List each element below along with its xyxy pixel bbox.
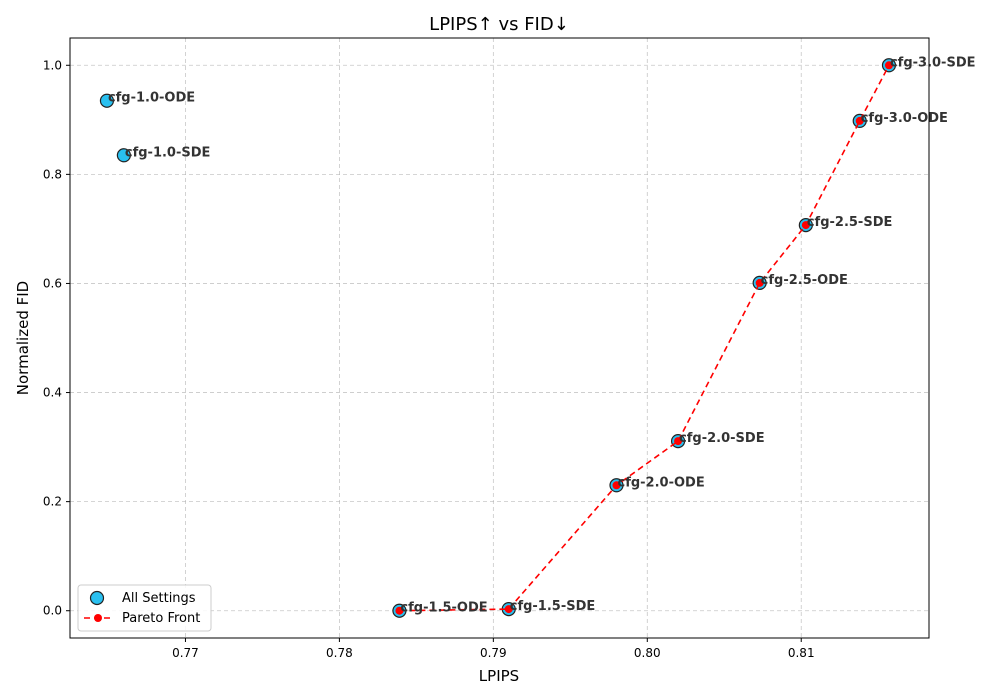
point-label: cfg-2.5-ODE (761, 273, 848, 288)
point-label: cfg-2.0-SDE (679, 431, 765, 446)
point-label: cfg-2.0-ODE (617, 475, 704, 490)
point-label: cfg-3.0-ODE (861, 111, 948, 126)
pareto-point (612, 481, 621, 490)
chart-title: LPIPS↑ vs FID↓ (429, 14, 569, 35)
pareto-point (884, 61, 893, 70)
point-labels-layer: cfg-1.0-ODE cfg-1.0-SDE cfg-1.5-ODE cfg-1.5… (108, 55, 976, 615)
pareto-point (395, 606, 404, 615)
legend-label-all-settings: All Settings (122, 591, 196, 606)
point-label: cfg-3.0-SDE (890, 55, 976, 70)
x-tick-label: 0.79 (480, 646, 507, 660)
point-label: cfg-1.5-ODE (400, 601, 487, 616)
point-label: cfg-1.5-SDE (510, 599, 596, 614)
point-label: cfg-2.5-SDE (807, 215, 893, 230)
y-axis-label: Normalized FID (14, 281, 32, 395)
y-tick-label: 0.4 (43, 386, 62, 400)
x-tick-label: 0.80 (634, 646, 661, 660)
grid-layer (70, 38, 929, 638)
pareto-point (504, 605, 513, 614)
point-label: cfg-1.0-SDE (125, 145, 211, 160)
scatter-point (99, 93, 115, 108)
pareto-front-line (399, 64, 890, 612)
legend-marker-all-settings (89, 590, 105, 606)
y-tick-label: 0.0 (43, 604, 62, 618)
x-axis-label: LPIPS (479, 667, 519, 685)
y-tick-label: 0.6 (43, 276, 62, 290)
y-tick-label: 0.2 (43, 495, 62, 509)
scatter-point (116, 148, 131, 163)
y-tick-label: 0.8 (43, 167, 62, 181)
ticks-layer: 0.77 0.78 0.79 0.80 0.81 0.0 0.2 0.4 0.6 0.8 1.0 (43, 58, 815, 660)
legend-box (77, 584, 212, 632)
legend-label-pareto-front: Pareto Front (122, 611, 200, 626)
x-tick-label: 0.77 (172, 646, 199, 660)
plot-frame (69, 37, 930, 639)
legend: All Settings Pareto Front (77, 584, 212, 632)
pareto-point (801, 221, 810, 230)
x-tick-label: 0.78 (326, 646, 353, 660)
pareto-point (855, 116, 864, 125)
legend-marker-pareto-front (94, 614, 102, 622)
pareto-point (674, 437, 683, 446)
pareto-point (755, 278, 764, 287)
x-tick-label: 0.81 (788, 646, 815, 660)
point-label: cfg-1.0-ODE (108, 91, 195, 106)
y-tick-label: 1.0 (43, 58, 62, 72)
series-layer (99, 58, 897, 618)
